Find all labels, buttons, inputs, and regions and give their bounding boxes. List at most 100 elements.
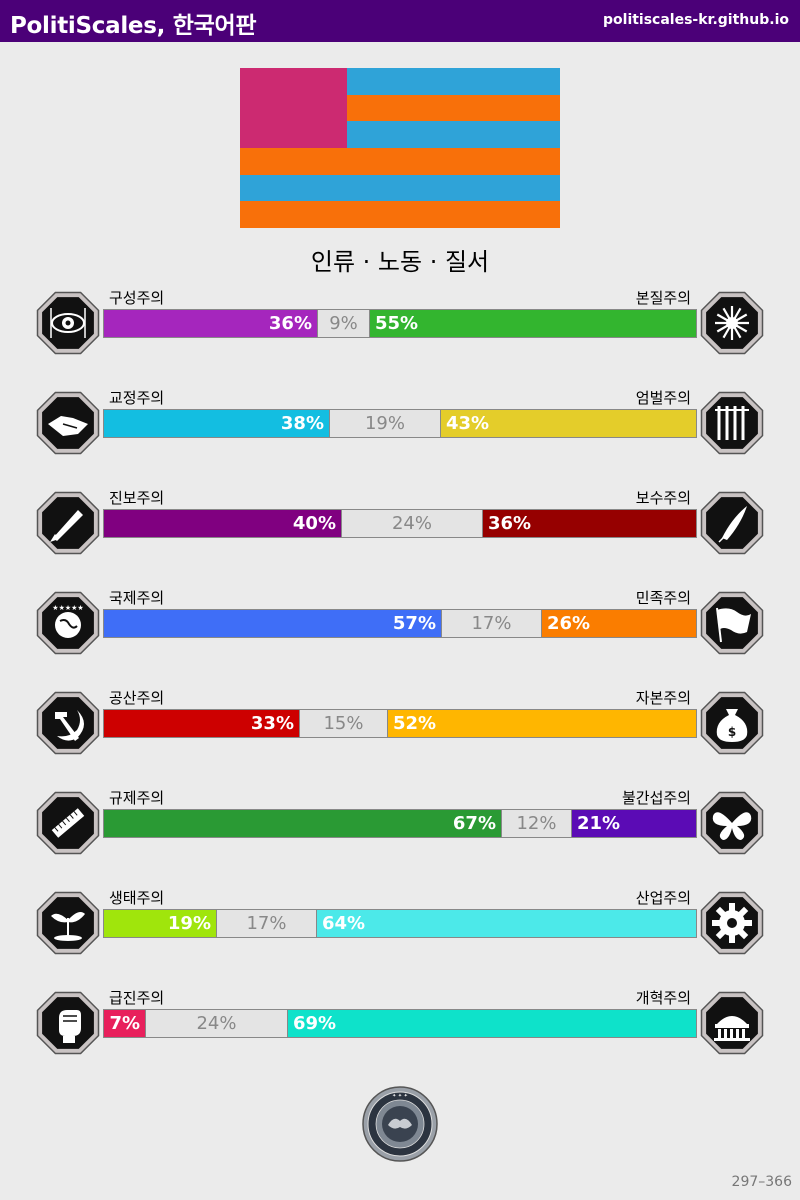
axis-right-segment: 43%: [441, 410, 696, 437]
axis-right-percent: 26%: [547, 613, 591, 634]
axis-bar: 40% 24% 36%: [103, 509, 697, 538]
eye-icon: [33, 288, 103, 358]
axis-neutral-percent: 19%: [364, 413, 405, 434]
flag-icon: [697, 588, 767, 658]
axis-right-label: 엄벌주의: [635, 389, 691, 407]
axis-left-percent: 7%: [109, 1013, 140, 1034]
axis-right-label: 개혁주의: [635, 989, 691, 1007]
axis-bar: 7% 24% 69%: [103, 1009, 697, 1038]
flag-canton: [240, 68, 347, 148]
axis-left-label: 규제주의: [109, 789, 165, 807]
axis-left-percent: 36%: [268, 313, 312, 334]
gear-icon: [697, 888, 767, 958]
axis-left-percent: 19%: [167, 913, 211, 934]
axis-bar: 36% 9% 55%: [103, 309, 697, 338]
axis-right-label: 불간섭주의: [621, 789, 691, 807]
globe-icon: ★★★★★: [33, 588, 103, 658]
axis-right-segment: 69%: [288, 1010, 696, 1037]
quill-icon: [697, 488, 767, 558]
axis-right-percent: 52%: [393, 713, 437, 734]
axis-left-label: 생태주의: [109, 889, 165, 907]
axis-left-label: 교정주의: [109, 389, 165, 407]
axis-left-segment: 36%: [104, 310, 317, 337]
ideology-name: 인류 · 노동 · 질서: [310, 248, 490, 276]
site-url[interactable]: politiscales-kr.github.io: [603, 12, 789, 28]
axis-left-segment: 57%: [104, 610, 441, 637]
axis-neutral-percent: 24%: [196, 1013, 237, 1034]
axis-left-segment: 33%: [104, 710, 299, 737]
axis-left-label: 진보주의: [109, 489, 165, 507]
axis-row: 40% 24% 36% 진보주의 보수주의: [0, 487, 800, 577]
axis-right-segment: 36%: [483, 510, 696, 537]
sprout-icon: [33, 888, 103, 958]
axis-right-percent: 43%: [446, 413, 490, 434]
svg-text:✦ ✦ ✦: ✦ ✦ ✦: [392, 1093, 408, 1099]
axis-row: 57% 17% 26% ★★★★★ 국제주의 민족주의: [0, 587, 800, 677]
axis-right-label: 자본주의: [635, 689, 691, 707]
svg-text:$: $: [728, 725, 736, 739]
axis-neutral-percent: 17%: [246, 913, 287, 934]
axis-left-segment: 67%: [104, 810, 501, 837]
axis-right-label: 산업주의: [635, 889, 691, 907]
ideology-flag: [240, 68, 560, 228]
axis-row: 36% 9% 55% 구성주의 본질주의: [0, 287, 800, 377]
header-bar: PolitiScales, 한국어판 politiscales-kr.githu…: [0, 0, 800, 42]
axis-bar: 33% 15% 52%: [103, 709, 697, 738]
axis-left-percent: 57%: [392, 613, 436, 634]
flag-stripe: [240, 148, 560, 175]
axis-left-segment: 19%: [104, 910, 216, 937]
axis-row: 67% 12% 21% 규제주의 불간섭주의: [0, 787, 800, 877]
money-bag-icon: $: [697, 688, 767, 758]
axis-neutral-segment: 15%: [299, 710, 388, 737]
rocket-icon: [33, 488, 103, 558]
axis-right-percent: 55%: [375, 313, 419, 334]
axis-neutral-segment: 12%: [501, 810, 572, 837]
axis-right-segment: 26%: [542, 610, 696, 637]
axis-neutral-segment: 24%: [341, 510, 483, 537]
axis-neutral-percent: 12%: [516, 813, 557, 834]
axis-neutral-segment: 17%: [216, 910, 317, 937]
axis-right-segment: 64%: [317, 910, 696, 937]
fist-icon: [33, 988, 103, 1058]
axis-row: 33% 15% 52% $ 공산주의 자본주의: [0, 687, 800, 777]
axis-right-segment: 52%: [388, 710, 696, 737]
axis-left-percent: 67%: [452, 813, 496, 834]
axis-bar: 38% 19% 43%: [103, 409, 697, 438]
svg-text:★★★★★: ★★★★★: [52, 604, 83, 612]
axis-neutral-segment: 24%: [145, 1010, 288, 1037]
axis-neutral-segment: 17%: [441, 610, 542, 637]
axis-bar: 67% 12% 21%: [103, 809, 697, 838]
seal-icon: ✦ ✦ ✦: [361, 1085, 439, 1163]
axis-left-percent: 40%: [292, 513, 336, 534]
handshake-icon: [33, 388, 103, 458]
axis-neutral-percent: 24%: [391, 513, 432, 534]
app-title: PolitiScales, 한국어판: [10, 13, 257, 39]
axis-neutral-percent: 9%: [329, 313, 358, 334]
axis-row: 7% 24% 69% 급진주의 개혁주의: [0, 987, 800, 1077]
flag-stripe: [240, 174, 560, 202]
flower-icon: [697, 288, 767, 358]
axis-right-segment: 55%: [370, 310, 696, 337]
parliament-icon: [697, 988, 767, 1058]
axis-neutral-segment: 9%: [317, 310, 370, 337]
axis-neutral-segment: 19%: [329, 410, 441, 437]
axis-right-label: 보수주의: [635, 489, 691, 507]
axis-left-label: 공산주의: [109, 689, 165, 707]
axis-left-label: 구성주의: [109, 289, 165, 307]
axis-right-label: 민족주의: [635, 589, 691, 607]
axis-row: 38% 19% 43% 교정주의 엄벌주의: [0, 387, 800, 477]
axis-right-percent: 36%: [488, 513, 532, 534]
axis-right-label: 본질주의: [635, 289, 691, 307]
axis-right-segment: 21%: [572, 810, 696, 837]
axis-bar: 19% 17% 64%: [103, 909, 697, 938]
axis-left-segment: 38%: [104, 410, 329, 437]
page-range: 297–366: [731, 1174, 792, 1190]
axis-neutral-percent: 15%: [323, 713, 364, 734]
axis-right-percent: 64%: [322, 913, 366, 934]
axis-left-label: 급진주의: [109, 989, 165, 1007]
axis-left-segment: 40%: [104, 510, 341, 537]
ruler-icon: [33, 788, 103, 858]
axis-row: 19% 17% 64% 생태주의 산업주의: [0, 887, 800, 977]
axis-left-segment: 7%: [104, 1010, 145, 1037]
axis-bar: 57% 17% 26%: [103, 609, 697, 638]
